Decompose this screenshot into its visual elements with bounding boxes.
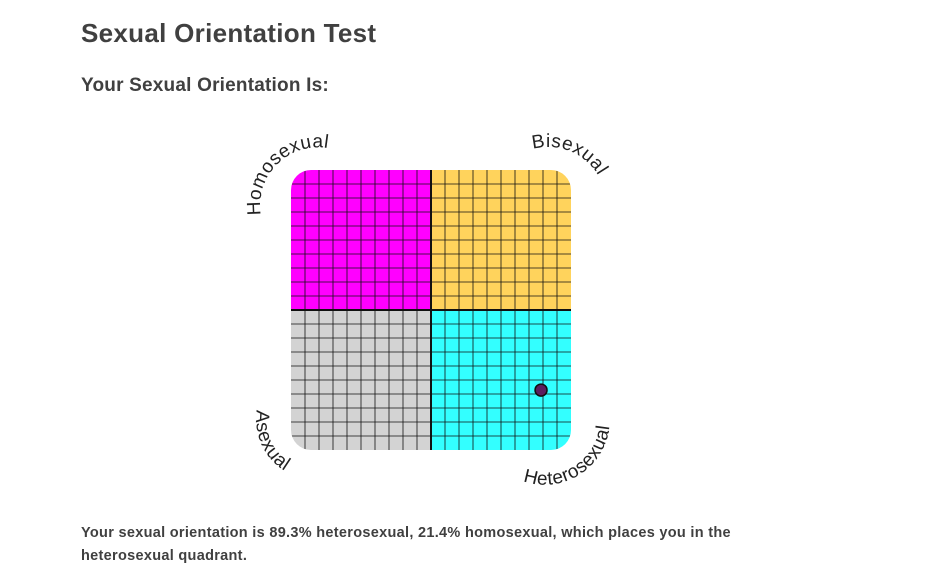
summary-text: % homosexual, which places you in the he… — [81, 525, 731, 564]
homosexual-value: 21.4 — [418, 525, 448, 541]
quadrant-grid — [291, 170, 571, 450]
summary-text: % heterosexual, — [298, 525, 418, 541]
orientation-chart: Homosexual Bisexual Asexual Heterosexual — [244, 131, 614, 490]
result-summary: Your sexual orientation is 89.3% heteros… — [81, 522, 781, 568]
result-heading: Your Sexual Orientation Is: — [81, 75, 329, 96]
quadrant-label-text: Asexual — [251, 410, 293, 476]
page-title: Sexual Orientation Test — [81, 18, 377, 48]
result-point — [534, 383, 548, 397]
summary-text: Your sexual orientation is — [81, 525, 270, 541]
heterosexual-value: 89.3 — [269, 525, 299, 541]
quadrant-label: Asexual — [251, 410, 294, 476]
